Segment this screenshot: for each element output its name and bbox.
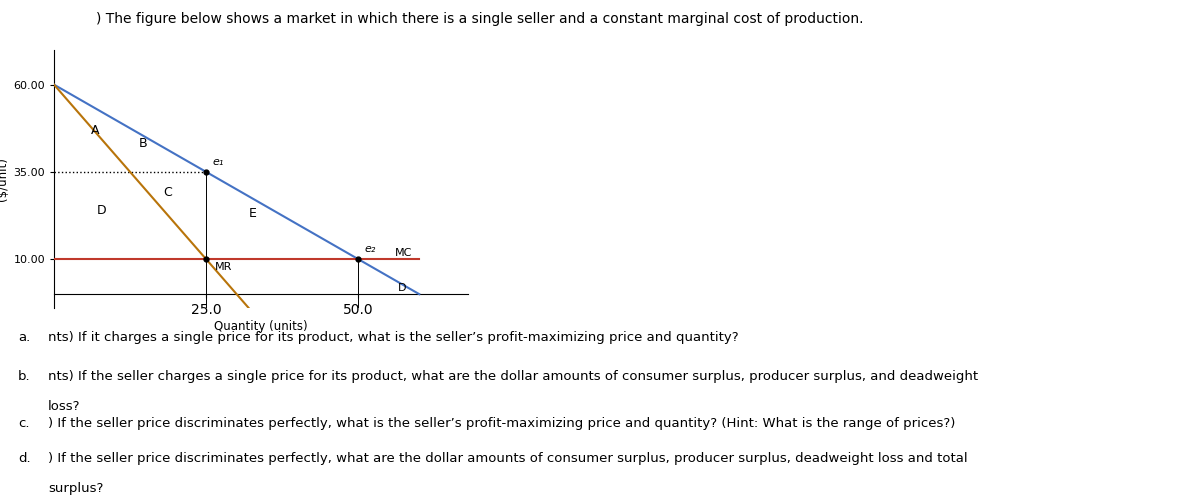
Text: D: D bbox=[398, 283, 407, 293]
Text: ) If the seller price discriminates perfectly, what is the seller’s profit-maxim: ) If the seller price discriminates perf… bbox=[48, 417, 955, 430]
Text: surplus?: surplus? bbox=[48, 482, 103, 495]
Text: a.: a. bbox=[18, 331, 30, 343]
Text: e₁: e₁ bbox=[212, 157, 223, 167]
Text: A: A bbox=[90, 124, 100, 137]
Text: D: D bbox=[97, 204, 107, 217]
Text: d.: d. bbox=[18, 452, 31, 465]
Text: c.: c. bbox=[18, 417, 30, 430]
Text: loss?: loss? bbox=[48, 400, 80, 413]
Text: ) If the seller price discriminates perfectly, what are the dollar amounts of co: ) If the seller price discriminates perf… bbox=[48, 452, 967, 465]
Text: B: B bbox=[139, 138, 148, 151]
Text: b.: b. bbox=[18, 370, 31, 383]
Text: E: E bbox=[248, 207, 257, 220]
Text: MC: MC bbox=[395, 248, 413, 258]
Y-axis label: Price
($/unit): Price ($/unit) bbox=[0, 157, 10, 201]
Text: nts) If it charges a single price for its product, what is the seller’s profit-m: nts) If it charges a single price for it… bbox=[48, 331, 739, 343]
Text: C: C bbox=[163, 186, 173, 199]
X-axis label: Quantity (units): Quantity (units) bbox=[214, 320, 308, 333]
Text: ) The figure below shows a market in which there is a single seller and a consta: ) The figure below shows a market in whi… bbox=[96, 12, 864, 26]
Text: MR: MR bbox=[215, 262, 233, 272]
Text: nts) If the seller charges a single price for its product, what are the dollar a: nts) If the seller charges a single pric… bbox=[48, 370, 978, 383]
Text: e₂: e₂ bbox=[365, 244, 376, 254]
